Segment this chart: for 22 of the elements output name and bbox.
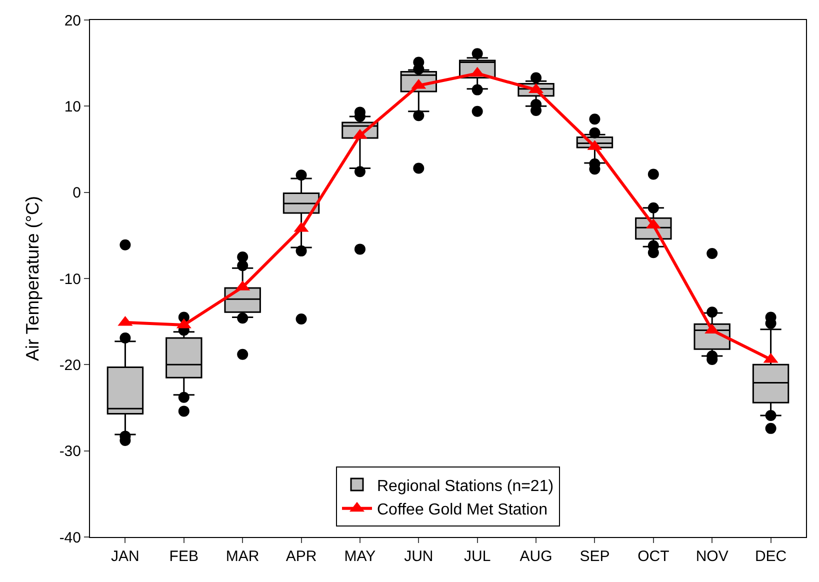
y-axis-title: Air Temperature (°C) xyxy=(22,196,43,361)
y-tick-label: -10 xyxy=(59,270,81,288)
y-tick-label: -20 xyxy=(59,356,81,374)
x-tick-label: JAN xyxy=(111,548,140,565)
x-tick-label: AUG xyxy=(520,548,552,565)
y-tick-label: -40 xyxy=(59,529,81,546)
x-tick-label: JUL xyxy=(464,548,491,565)
y-tick-label: 0 xyxy=(72,184,81,202)
x-tick-label: MAR xyxy=(226,548,260,565)
x-tick-label: APR xyxy=(286,548,317,565)
y-tick-label: -30 xyxy=(59,443,81,460)
x-tick-label: SEP xyxy=(580,548,610,565)
x-tick-label: MAY xyxy=(344,548,376,565)
x-tick-label: DEC xyxy=(754,548,787,565)
legend-label: Coffee Gold Met Station xyxy=(377,502,548,519)
x-tick-label: JUN xyxy=(404,548,434,565)
x-tick-label: NOV xyxy=(696,548,728,565)
legend-label: Regional Stations (n=21) xyxy=(377,478,554,495)
x-tick-label: FEB xyxy=(169,548,198,565)
y-tick-label: 10 xyxy=(64,98,81,116)
y-tick-label: 20 xyxy=(64,12,81,30)
x-tick-label: OCT xyxy=(638,548,670,565)
